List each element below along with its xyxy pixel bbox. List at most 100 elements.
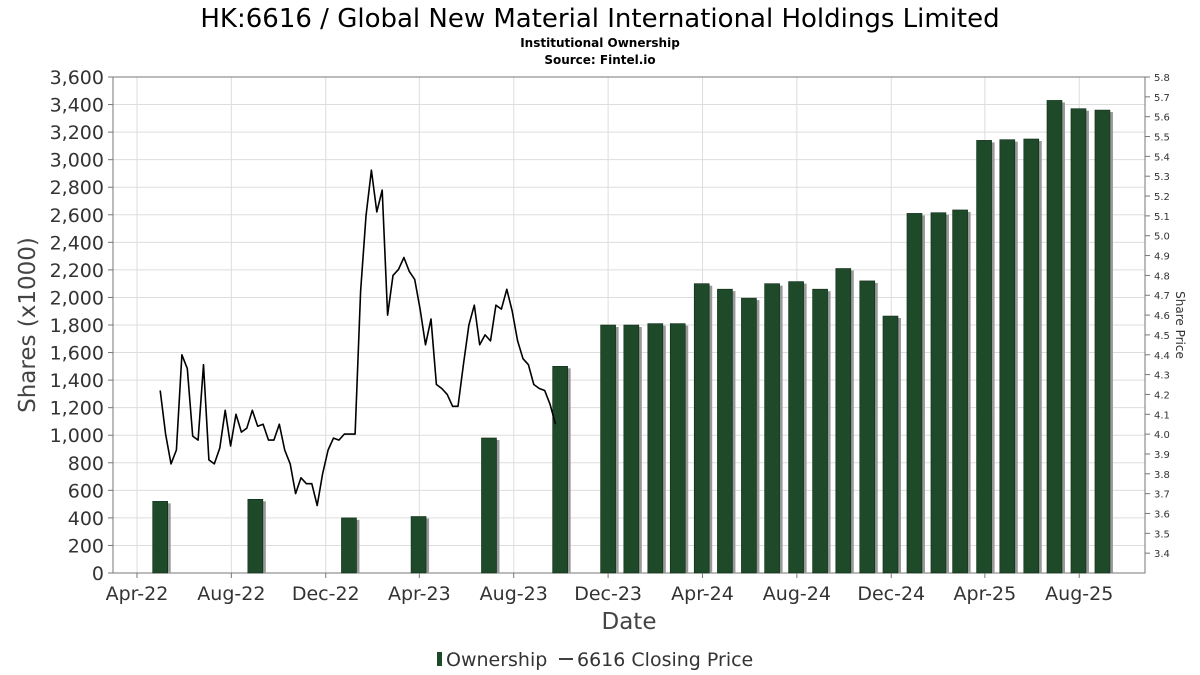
y2-tick-label: 4.0 (1154, 430, 1170, 441)
y2-tick-label: 4.3 (1154, 371, 1170, 382)
y2-tick-label: 3.6 (1154, 509, 1170, 520)
y2-tick-label: 5.2 (1154, 192, 1170, 203)
x-axis-label: Date (602, 609, 657, 635)
x-tick-label: Aug-25 (1045, 583, 1113, 605)
y-tick-label: 2,600 (50, 205, 104, 227)
y-tick-label: 2,400 (50, 232, 104, 254)
y2-tick-label: 5.8 (1154, 73, 1170, 84)
x-tick-label: Dec-22 (292, 583, 360, 605)
y2-tick-label: 5.4 (1154, 152, 1170, 163)
chart-subtitle: Institutional Ownership (520, 36, 680, 50)
y2-tick-label: 4.1 (1154, 410, 1170, 421)
ownership-bar (764, 283, 780, 574)
x-tick-label: Apr-25 (954, 583, 1017, 605)
y2-tick-label: 5.3 (1154, 172, 1170, 183)
y-tick-label: 1,400 (50, 370, 104, 392)
y-tick-label: 800 (68, 453, 104, 475)
ownership-bar (717, 288, 733, 574)
y2-tick-label: 4.4 (1154, 351, 1170, 362)
ownership-bar (952, 209, 968, 574)
y2-tick-label: 4.9 (1154, 252, 1170, 263)
y2-tick-label: 3.8 (1154, 470, 1170, 481)
ownership-bar (835, 268, 852, 574)
y-tick-label: 3,000 (50, 150, 104, 172)
y-tick-label: 3,200 (50, 122, 104, 144)
x-tick-label: Aug-22 (197, 583, 265, 605)
x-tick-label: Dec-23 (574, 583, 642, 605)
ownership-bar (693, 283, 710, 574)
ownership-bar (1094, 109, 1111, 574)
y2-tick-label: 4.8 (1154, 271, 1170, 282)
y-tick-label: 600 (68, 480, 104, 502)
y2-tick-label: 5.7 (1154, 93, 1170, 104)
y2-tick-label: 3.5 (1154, 529, 1170, 540)
y2-tick-label: 4.7 (1154, 291, 1170, 302)
y-tick-label: 1,800 (50, 315, 104, 337)
ownership-bar (623, 324, 640, 574)
y-tick-label: 3,600 (50, 67, 104, 89)
x-tick-label: Aug-23 (480, 583, 548, 605)
y2-tick-label: 5.6 (1154, 113, 1170, 124)
price-line-layer (159, 169, 557, 507)
y-tick-label: 3,400 (50, 95, 104, 117)
x-tick-label: Dec-24 (857, 583, 925, 605)
y-axis-ticks: 0 200 400 600 800 1,000 1,200 1,400 1,600 1,800 2,… (50, 67, 113, 585)
ownership-bars (152, 100, 1113, 574)
ownership-bar (999, 139, 1016, 574)
price-line (159, 169, 557, 507)
ownership-bar (669, 323, 686, 574)
legend-ownership-label: Ownership (446, 649, 547, 671)
y-tick-label: 0 (92, 563, 104, 585)
y2-tick-label: 3.9 (1154, 450, 1170, 461)
chart-source: Source: Fintel.io (544, 53, 655, 67)
ownership-bar (1023, 138, 1040, 574)
ownership-bar (600, 324, 616, 574)
x-tick-label: Apr-24 (671, 583, 734, 605)
y2-axis-label: Share Price (1173, 291, 1187, 359)
ownership-bar (410, 516, 427, 574)
x-axis-ticks: Apr-22 Aug-22 Dec-22 Apr-23 Aug-23 Dec-23 Apr-… (106, 573, 1113, 605)
ownership-bar (1046, 100, 1063, 574)
y-tick-label: 2,200 (50, 260, 104, 282)
y-tick-label: 1,000 (50, 425, 104, 447)
ownership-bar (647, 323, 664, 574)
y2-tick-label: 4.6 (1154, 311, 1170, 322)
legend-ownership-swatch (437, 652, 442, 666)
y-axis-label: Shares (x1000) (15, 237, 41, 413)
ownership-bar (859, 280, 876, 574)
y-tick-label: 2,000 (50, 287, 104, 309)
y2-tick-label: 5.5 (1154, 133, 1170, 144)
ownership-bar (247, 498, 264, 574)
ownership-bar (788, 281, 804, 574)
x-tick-label: Aug-24 (763, 583, 831, 605)
y2-tick-label: 3.7 (1154, 490, 1170, 501)
x-tick-label: Apr-23 (388, 583, 451, 605)
chart-title: HK:6616 / Global New Material Internatio… (200, 4, 999, 34)
y2-tick-label: 3.4 (1154, 549, 1170, 560)
x-tick-label: Apr-22 (106, 583, 169, 605)
y2-axis-ticks: 3.4 3.5 3.6 3.7 3.8 3.9 4.0 4.1 4.2 4.3 4.4 4.5 4.6 4… (1145, 73, 1170, 560)
ownership-bar (906, 213, 923, 574)
ownership-bar (1070, 108, 1087, 574)
y-tick-label: 1,600 (50, 343, 104, 365)
y-tick-label: 400 (68, 508, 104, 530)
y2-tick-label: 5.0 (1154, 232, 1170, 243)
ownership-bar (930, 212, 947, 574)
y-tick-label: 200 (68, 535, 104, 557)
ownership-bar (341, 517, 357, 574)
ownership-bar (812, 288, 828, 574)
y2-tick-label: 4.2 (1154, 390, 1170, 401)
y2-tick-label: 5.1 (1154, 212, 1170, 223)
y-tick-label: 2,800 (50, 177, 104, 199)
legend-price-label: 6616 Closing Price (577, 649, 753, 671)
ownership-bar (976, 140, 992, 574)
ownership-bar (882, 315, 899, 574)
y-tick-label: 1,200 (50, 398, 104, 420)
y2-tick-label: 4.5 (1154, 331, 1170, 342)
ownership-bar (741, 297, 757, 574)
ownership-bar (481, 437, 497, 574)
ownership-bar (552, 366, 568, 574)
legend: Ownership 6616 Closing Price (437, 649, 753, 671)
ownership-bar (152, 501, 168, 574)
